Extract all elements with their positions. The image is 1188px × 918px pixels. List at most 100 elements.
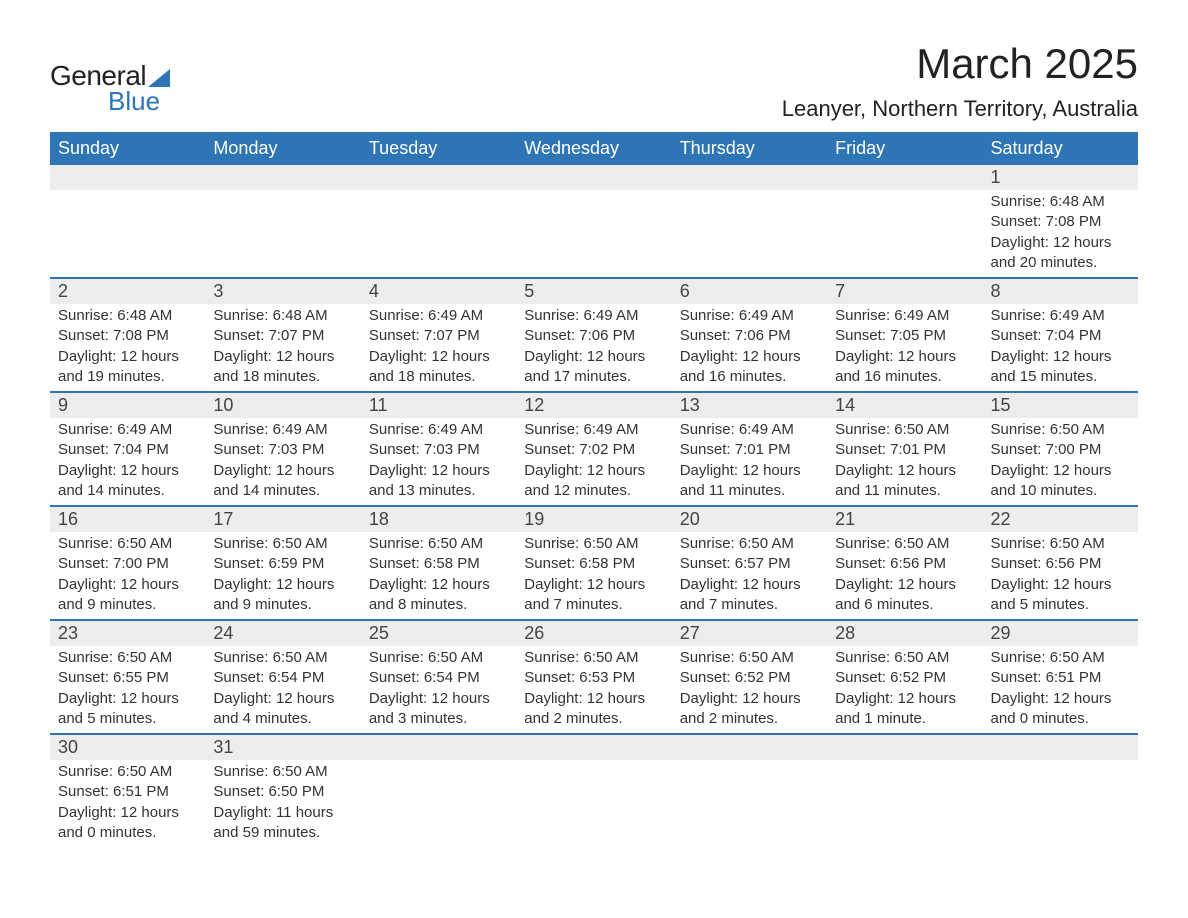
day-data (205, 190, 360, 262)
day-number: 22 (983, 507, 1138, 532)
logo-triangle-icon (148, 69, 170, 87)
weekday-header: Wednesday (516, 132, 671, 165)
calendar-table: Sunday Monday Tuesday Wednesday Thursday… (50, 132, 1138, 847)
daylight-line: Daylight: 12 hours and 0 minutes. (991, 689, 1130, 730)
day-number (50, 165, 205, 190)
day-number: 31 (205, 735, 360, 760)
daylight-line: Daylight: 11 hours and 59 minutes. (213, 803, 352, 844)
sunset-line: Sunset: 7:04 PM (991, 326, 1130, 346)
day-data: Sunrise: 6:49 AMSunset: 7:04 PMDaylight:… (983, 304, 1138, 391)
day-data (983, 760, 1138, 832)
calendar-cell: 16Sunrise: 6:50 AMSunset: 7:00 PMDayligh… (50, 506, 205, 620)
day-number (983, 735, 1138, 760)
calendar-cell (50, 165, 205, 278)
sunrise-line: Sunrise: 6:49 AM (835, 306, 974, 326)
day-number: 27 (672, 621, 827, 646)
day-number: 17 (205, 507, 360, 532)
sunrise-line: Sunrise: 6:50 AM (369, 648, 508, 668)
daylight-line: Daylight: 12 hours and 19 minutes. (58, 347, 197, 388)
sunset-line: Sunset: 6:59 PM (213, 554, 352, 574)
day-number: 23 (50, 621, 205, 646)
calendar-cell: 22Sunrise: 6:50 AMSunset: 6:56 PMDayligh… (983, 506, 1138, 620)
daylight-line: Daylight: 12 hours and 8 minutes. (369, 575, 508, 616)
calendar-cell (516, 165, 671, 278)
day-data: Sunrise: 6:49 AMSunset: 7:07 PMDaylight:… (361, 304, 516, 391)
sunrise-line: Sunrise: 6:50 AM (213, 762, 352, 782)
sunrise-line: Sunrise: 6:49 AM (680, 306, 819, 326)
sunrise-line: Sunrise: 6:49 AM (524, 420, 663, 440)
calendar-week-row: 1Sunrise: 6:48 AMSunset: 7:08 PMDaylight… (50, 165, 1138, 278)
logo-word-2: Blue (108, 86, 160, 117)
sunset-line: Sunset: 6:51 PM (991, 668, 1130, 688)
day-data (516, 760, 671, 832)
calendar-cell (827, 165, 982, 278)
day-data: Sunrise: 6:50 AMSunset: 6:51 PMDaylight:… (50, 760, 205, 847)
sunset-line: Sunset: 7:01 PM (835, 440, 974, 460)
sunset-line: Sunset: 6:54 PM (369, 668, 508, 688)
sunset-line: Sunset: 6:53 PM (524, 668, 663, 688)
calendar-cell: 11Sunrise: 6:49 AMSunset: 7:03 PMDayligh… (361, 392, 516, 506)
sunset-line: Sunset: 7:06 PM (524, 326, 663, 346)
sunrise-line: Sunrise: 6:50 AM (524, 648, 663, 668)
day-data: Sunrise: 6:50 AMSunset: 6:58 PMDaylight:… (361, 532, 516, 619)
calendar-cell (983, 734, 1138, 847)
day-data: Sunrise: 6:49 AMSunset: 7:06 PMDaylight:… (516, 304, 671, 391)
calendar-cell (827, 734, 982, 847)
calendar-cell: 1Sunrise: 6:48 AMSunset: 7:08 PMDaylight… (983, 165, 1138, 278)
day-data: Sunrise: 6:49 AMSunset: 7:06 PMDaylight:… (672, 304, 827, 391)
sunrise-line: Sunrise: 6:50 AM (991, 420, 1130, 440)
day-data: Sunrise: 6:50 AMSunset: 7:01 PMDaylight:… (827, 418, 982, 505)
day-number: 16 (50, 507, 205, 532)
daylight-line: Daylight: 12 hours and 0 minutes. (58, 803, 197, 844)
day-data: Sunrise: 6:49 AMSunset: 7:03 PMDaylight:… (361, 418, 516, 505)
sunrise-line: Sunrise: 6:50 AM (991, 534, 1130, 554)
calendar-cell: 26Sunrise: 6:50 AMSunset: 6:53 PMDayligh… (516, 620, 671, 734)
daylight-line: Daylight: 12 hours and 13 minutes. (369, 461, 508, 502)
calendar-cell (672, 734, 827, 847)
sunset-line: Sunset: 7:00 PM (58, 554, 197, 574)
calendar-cell: 7Sunrise: 6:49 AMSunset: 7:05 PMDaylight… (827, 278, 982, 392)
sunset-line: Sunset: 6:58 PM (369, 554, 508, 574)
calendar-cell: 31Sunrise: 6:50 AMSunset: 6:50 PMDayligh… (205, 734, 360, 847)
day-data (672, 190, 827, 262)
daylight-line: Daylight: 12 hours and 6 minutes. (835, 575, 974, 616)
day-number: 15 (983, 393, 1138, 418)
day-number: 26 (516, 621, 671, 646)
day-number: 14 (827, 393, 982, 418)
day-number: 24 (205, 621, 360, 646)
sunrise-line: Sunrise: 6:49 AM (369, 306, 508, 326)
calendar-cell (672, 165, 827, 278)
weekday-header: Tuesday (361, 132, 516, 165)
day-number: 18 (361, 507, 516, 532)
sunset-line: Sunset: 7:08 PM (991, 212, 1130, 232)
daylight-line: Daylight: 12 hours and 11 minutes. (680, 461, 819, 502)
day-data (361, 760, 516, 832)
day-number: 9 (50, 393, 205, 418)
weekday-header: Saturday (983, 132, 1138, 165)
calendar-cell: 24Sunrise: 6:50 AMSunset: 6:54 PMDayligh… (205, 620, 360, 734)
daylight-line: Daylight: 12 hours and 1 minute. (835, 689, 974, 730)
daylight-line: Daylight: 12 hours and 18 minutes. (369, 347, 508, 388)
sunrise-line: Sunrise: 6:49 AM (58, 420, 197, 440)
day-number: 28 (827, 621, 982, 646)
sunrise-line: Sunrise: 6:50 AM (213, 534, 352, 554)
calendar-cell: 19Sunrise: 6:50 AMSunset: 6:58 PMDayligh… (516, 506, 671, 620)
day-data: Sunrise: 6:50 AMSunset: 6:52 PMDaylight:… (672, 646, 827, 733)
calendar-cell (205, 165, 360, 278)
daylight-line: Daylight: 12 hours and 10 minutes. (991, 461, 1130, 502)
sunset-line: Sunset: 6:52 PM (835, 668, 974, 688)
sunrise-line: Sunrise: 6:50 AM (835, 648, 974, 668)
day-number: 10 (205, 393, 360, 418)
day-data (672, 760, 827, 832)
day-data: Sunrise: 6:50 AMSunset: 6:52 PMDaylight:… (827, 646, 982, 733)
daylight-line: Daylight: 12 hours and 20 minutes. (991, 233, 1130, 274)
weekday-header-row: Sunday Monday Tuesday Wednesday Thursday… (50, 132, 1138, 165)
calendar-cell: 6Sunrise: 6:49 AMSunset: 7:06 PMDaylight… (672, 278, 827, 392)
day-data: Sunrise: 6:49 AMSunset: 7:01 PMDaylight:… (672, 418, 827, 505)
sunrise-line: Sunrise: 6:48 AM (213, 306, 352, 326)
sunset-line: Sunset: 6:58 PM (524, 554, 663, 574)
day-number: 21 (827, 507, 982, 532)
day-number (361, 735, 516, 760)
sunrise-line: Sunrise: 6:50 AM (58, 648, 197, 668)
day-number: 2 (50, 279, 205, 304)
